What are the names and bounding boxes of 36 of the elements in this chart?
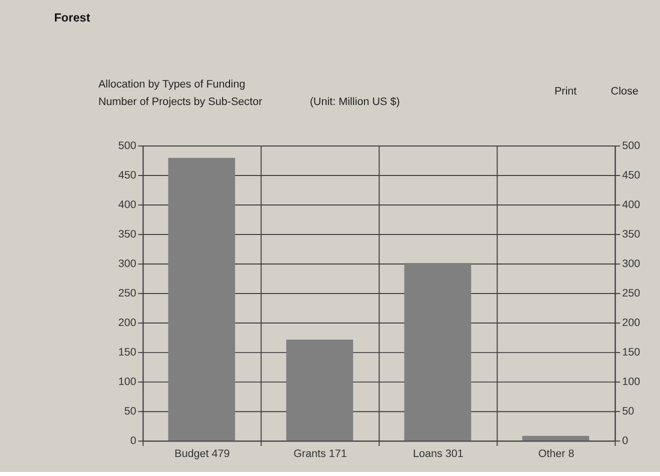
y-tick-label: 500: [118, 140, 136, 152]
y2-tick-label: 450: [622, 169, 640, 182]
y2-tick-label: 300: [622, 258, 640, 270]
x-tick-label: Other 8: [538, 448, 574, 460]
y2-tick-label: 350: [622, 228, 640, 240]
y2-tick-label: 500: [622, 140, 640, 152]
y-tick-label: 0: [130, 435, 136, 448]
bar: [522, 436, 590, 441]
x-tick-label: Loans 301: [412, 448, 464, 460]
y-tick-label: 150: [118, 346, 136, 359]
y-tick-label: 300: [118, 258, 136, 270]
text: Allocation by Types of Funding: [98, 78, 246, 90]
text: Close: [610, 85, 638, 98]
y2-tick-label: 150: [622, 346, 640, 359]
bar: [286, 340, 354, 441]
y2-tick-label: 0: [622, 435, 628, 448]
text: Number of Projects by Sub-Sector: [98, 96, 263, 108]
bar: [168, 158, 236, 441]
bar: [404, 262, 472, 441]
y2-tick-label: 50: [622, 406, 634, 418]
x-tick-label: Grants 171: [293, 448, 347, 460]
chart-title: Forest: [54, 10, 90, 25]
y2-tick-label: 250: [622, 287, 640, 300]
y-tick-label: 200: [118, 317, 136, 329]
y-tick-label: 350: [118, 228, 136, 240]
y-tick-label: 100: [118, 376, 136, 388]
y-tick-label: 400: [118, 198, 136, 211]
y2-tick-label: 100: [622, 376, 640, 388]
chart-subtitle: (Unit: Million US $): [310, 96, 400, 108]
y2-tick-label: 200: [622, 317, 640, 329]
y-tick-label: 50: [124, 406, 136, 418]
y-tick-label: 450: [118, 169, 136, 182]
x-tick-label: Budget 479: [174, 448, 230, 460]
y2-tick-label: 400: [622, 198, 640, 211]
y-tick-label: 250: [118, 287, 136, 300]
text: Print: [554, 85, 577, 98]
